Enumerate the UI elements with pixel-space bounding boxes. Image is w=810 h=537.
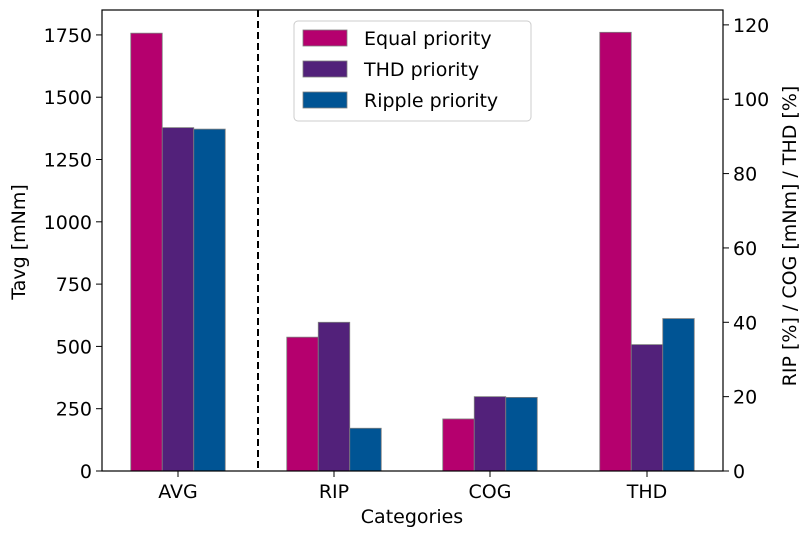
x-axis-label: Categories [361,506,463,528]
x-tick-label-cog: COG [469,481,512,503]
right-tick-label: 60 [733,238,757,260]
right-axis-ticks: 0 20 40 60 80 100 120 [723,15,769,483]
bar-equal-priority-avg [130,32,163,472]
right-tick-label: 20 [733,387,757,409]
x-tick-label-avg: AVG [158,481,198,503]
left-tick-label: 750 [56,274,92,296]
bar-equal-priority-cog [442,418,475,472]
legend-swatch-ripple-priority [302,91,348,109]
legend-label-thd-priority: THD priority [363,59,479,81]
bar-thd-priority-rip [317,321,351,472]
x-tick-label-rip: RIP [319,481,349,503]
bar-ripple-priority-avg [193,128,226,472]
legend-swatch-equal-priority [302,29,348,47]
left-tick-label: 1750 [44,25,92,47]
bar-ripple-priority-cog [505,396,538,472]
legend-label-equal-priority: Equal priority [364,28,492,50]
bar-thd-priority-cog [473,396,507,472]
plot-frame [101,9,724,472]
right-tick-label: 0 [733,461,745,483]
left-tick-label: 1500 [44,87,92,109]
right-tick-label: 40 [733,312,757,334]
left-axis-label: Tavg [mNm] [8,184,30,301]
left-tick-label: 500 [56,336,92,358]
x-axis-ticks: AVG RIP COG THD [158,471,667,503]
right-axis-label: RIP [%] / COG [mNm] / THD [%] [779,86,801,387]
left-tick-label: 0 [80,461,92,483]
left-axis-ticks: 0 250 500 750 1000 1250 1500 1750 [44,25,102,483]
left-tick-label: 250 [56,399,92,421]
bar-equal-priority-thd [599,31,632,472]
bar-equal-priority-rip [286,336,319,472]
legend: Equal priority THD priority Ripple prior… [293,20,532,122]
bars-group [130,31,695,472]
legend-swatch-thd-priority [302,60,348,78]
bar-ripple-priority-thd [662,318,695,472]
bar-thd-priority-thd [630,344,664,472]
legend-frame [293,20,532,122]
left-tick-label: 1000 [44,212,92,234]
right-tick-label: 120 [733,15,769,37]
x-tick-label-thd: THD [626,481,668,503]
bar-thd-priority-avg [161,127,195,472]
right-tick-label: 100 [733,89,769,111]
right-tick-label: 80 [733,164,757,186]
bar-ripple-priority-rip [349,427,382,472]
left-tick-label: 1250 [44,150,92,172]
legend-label-ripple-priority: Ripple priority [364,90,498,112]
